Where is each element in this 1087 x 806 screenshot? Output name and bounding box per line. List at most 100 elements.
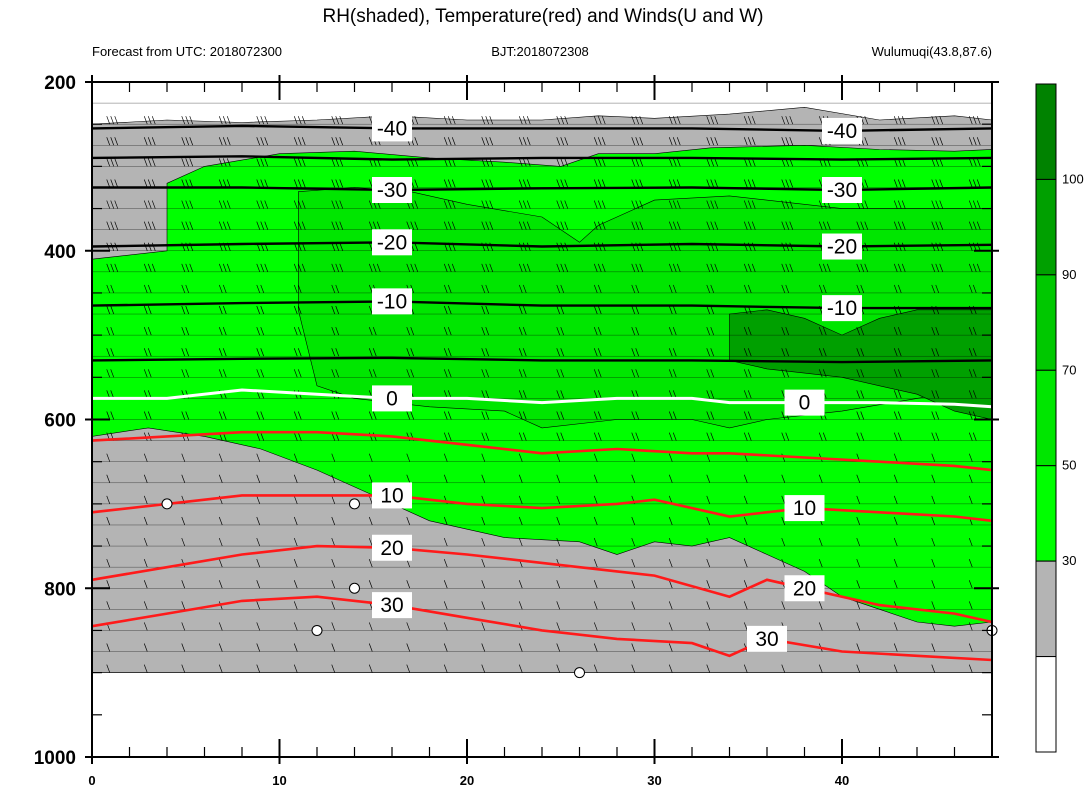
wind-barb — [560, 432, 565, 441]
wind-barb — [256, 559, 261, 568]
wind-barb — [672, 305, 677, 315]
wind-barb — [593, 580, 598, 589]
wind-barb — [743, 622, 748, 631]
wind-barb — [260, 200, 265, 209]
wind-barb — [518, 158, 523, 167]
wind-barb — [443, 559, 448, 568]
wind-barb — [518, 137, 523, 146]
wind-barb — [256, 263, 261, 272]
wind-barb — [143, 348, 148, 357]
wind-barb — [485, 327, 490, 336]
wind-barb — [335, 284, 340, 294]
wind-barb — [481, 327, 486, 336]
wind-barb — [747, 432, 752, 441]
wind-barb — [218, 516, 223, 526]
wind-barb — [185, 305, 190, 315]
wind-barb — [743, 200, 748, 209]
wind-barb — [447, 116, 452, 125]
wind-barb — [143, 411, 148, 420]
wind-barb — [935, 284, 940, 294]
wind-barb — [414, 200, 419, 209]
wind-barb — [410, 348, 415, 357]
wind-barb — [256, 516, 261, 526]
wind-barb — [556, 622, 561, 631]
wind-barb — [781, 369, 786, 378]
wind-barb — [939, 137, 944, 146]
wind-barb — [522, 116, 527, 125]
wind-barb — [368, 305, 373, 315]
wind-barb — [706, 327, 711, 336]
wind-barb — [260, 327, 265, 336]
wind-barb — [143, 537, 148, 547]
wind-barb — [976, 116, 981, 125]
rh-region-3 — [729, 309, 993, 420]
wind-barb — [781, 263, 786, 272]
wind-barb — [856, 348, 861, 357]
wind-barb — [222, 116, 227, 125]
wind-barb — [901, 179, 906, 188]
wind-barb — [672, 116, 677, 125]
wind-barb — [935, 263, 940, 272]
wind-barb — [631, 453, 636, 462]
wind-barb — [789, 221, 794, 230]
contour-label-box — [372, 115, 412, 142]
wind-barb — [968, 158, 973, 167]
wind-barb — [818, 263, 823, 272]
wind-barb — [556, 179, 561, 188]
wind-barb — [785, 284, 790, 294]
wind-barb — [485, 305, 490, 315]
wind-barb — [522, 327, 527, 336]
wind-barb — [181, 537, 186, 547]
wind-barb — [114, 116, 119, 125]
wind-barb — [143, 137, 148, 146]
wind-barb — [710, 369, 715, 378]
wind-barb — [560, 116, 565, 125]
wind-barb — [260, 348, 265, 357]
contour-label-box — [372, 288, 412, 315]
wind-barb — [481, 453, 486, 462]
wind-barb — [368, 495, 373, 504]
wind-barb — [893, 474, 898, 483]
wind-barb — [972, 327, 977, 336]
wind-barb — [372, 369, 377, 378]
wind-barb — [668, 432, 673, 441]
wind-barb — [860, 221, 865, 230]
wind-barb — [635, 179, 640, 188]
wind-barb — [293, 516, 298, 526]
wind-barb — [143, 601, 148, 610]
wind-barb — [939, 242, 944, 251]
wind-barb — [635, 348, 640, 357]
wind-barb — [147, 327, 152, 336]
wind-barb — [706, 411, 711, 420]
wind-barb — [860, 327, 865, 336]
wind-barb — [406, 453, 411, 462]
wind-barb — [181, 516, 186, 526]
wind-barb — [106, 664, 111, 673]
wind-barb — [106, 158, 111, 167]
wind-barb — [368, 622, 373, 631]
wind-barb — [110, 263, 115, 272]
wind-barb — [518, 495, 523, 504]
wind-barb — [293, 664, 298, 673]
wind-barb — [781, 327, 786, 336]
wind-barb — [564, 221, 569, 230]
wind-barb — [518, 601, 523, 610]
wind-barb — [631, 580, 636, 589]
wind-barb — [935, 369, 940, 378]
wind-barb — [856, 495, 861, 504]
wind-barb — [481, 221, 486, 230]
wind-barb — [114, 179, 119, 188]
station-label: Wulumuqi(43.8,87.6) — [872, 44, 992, 59]
wind-barb — [293, 453, 298, 462]
wind-barb — [518, 432, 523, 441]
wind-barb — [751, 200, 756, 209]
wind-barb — [976, 158, 981, 167]
wind-barb — [518, 580, 523, 589]
wind-barb — [181, 200, 186, 209]
wind-barb — [706, 601, 711, 610]
wind-barb — [631, 348, 636, 357]
wind-barb — [631, 432, 636, 441]
wind-barb — [293, 474, 298, 483]
wind-barb — [522, 411, 527, 420]
wind-barb — [818, 221, 823, 230]
